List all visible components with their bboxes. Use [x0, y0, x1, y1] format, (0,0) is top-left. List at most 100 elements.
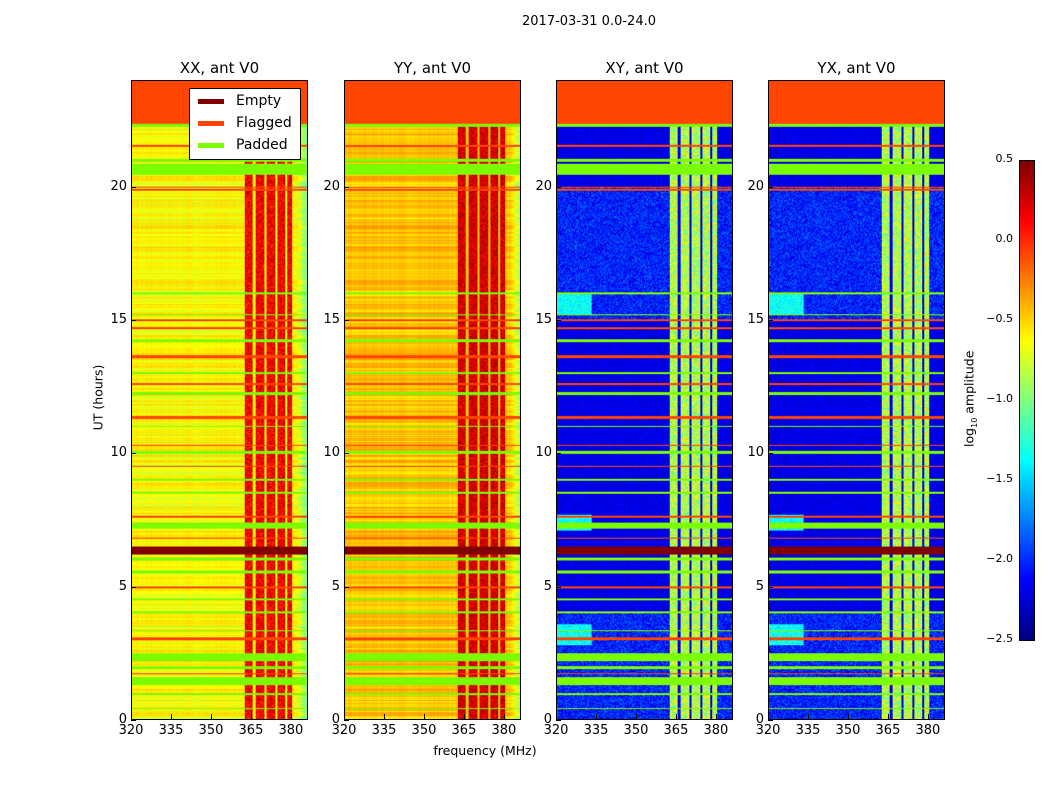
y-tick-mark	[131, 320, 136, 321]
y-tick-label: 20	[323, 178, 340, 194]
x-tick-mark	[503, 714, 505, 719]
y-tick-label: 20	[535, 178, 552, 194]
y-tick-mark	[768, 453, 773, 455]
panel-title: XX, ant V0	[179, 59, 260, 77]
colorbar-label: log10 amplitude	[961, 350, 979, 447]
panel-title: YY, ant V0	[393, 59, 471, 77]
y-tick-label: 0	[118, 712, 127, 727]
y-tick-mark	[768, 720, 773, 721]
colorbar-tick-label: −1.5	[986, 472, 1013, 485]
panel-title: YX, ant V0	[817, 59, 896, 77]
colorbar-tick-label: −2.5	[986, 632, 1013, 645]
y-tick-label: 10	[535, 445, 552, 461]
legend-label: Empty	[236, 93, 282, 109]
y-tick-label: 20	[110, 178, 127, 194]
y-tick-label: 15	[110, 312, 127, 327]
x-tick-mark	[807, 714, 809, 719]
colorbar-tick-label: 0.5	[995, 152, 1014, 165]
x-tick-label: 320	[755, 723, 781, 738]
y-tick-label: 10	[747, 445, 764, 461]
y-tick-mark	[768, 586, 773, 588]
y-tick-mark	[131, 586, 136, 588]
y-tick-mark	[344, 320, 349, 321]
x-tick-label: 335	[158, 723, 184, 738]
legend: Empty Flagged Padded	[189, 88, 301, 160]
legend-label: Padded	[236, 137, 288, 153]
x-tick-label: 365	[238, 723, 264, 738]
heatmap-panel-2	[556, 80, 733, 720]
x-tick-mark	[715, 714, 717, 719]
x-tick-label: 335	[371, 723, 397, 738]
y-tick-mark	[344, 720, 349, 721]
legend-swatch	[198, 120, 224, 126]
x-tick-mark	[927, 714, 929, 719]
y-tick-label: 20	[747, 178, 764, 194]
y-tick-mark	[131, 720, 136, 721]
y-tick-mark	[556, 586, 561, 588]
legend-swatch	[198, 98, 224, 104]
x-tick-mark	[635, 714, 637, 719]
x-tick-mark	[170, 714, 172, 719]
x-tick-label: 380	[703, 723, 729, 738]
colorbar-tick-label: −0.5	[986, 312, 1013, 325]
x-tick-label: 350	[411, 723, 437, 738]
x-tick-mark	[250, 714, 252, 719]
x-tick-mark	[210, 714, 212, 719]
y-tick-label: 15	[747, 312, 764, 327]
x-tick-label: 365	[663, 723, 689, 738]
y-tick-label: 10	[323, 445, 340, 461]
y-tick-mark	[556, 720, 561, 721]
colorbar-tick-label: 0.0	[995, 232, 1014, 245]
x-tick-label: 380	[915, 723, 941, 738]
x-tick-label: 380	[278, 723, 304, 738]
legend-swatch	[198, 142, 224, 148]
colorbar-tick-label: −1.0	[986, 392, 1013, 405]
y-tick-mark	[131, 453, 136, 455]
colorbar-tick-label: −2.0	[986, 552, 1013, 565]
legend-item-empty: Empty	[198, 91, 281, 111]
heatmap-panel-0	[131, 80, 308, 720]
x-tick-mark	[383, 714, 385, 719]
y-tick-label: 15	[323, 312, 340, 327]
figure-title: 2017-03-31 0.0-24.0	[522, 14, 656, 29]
x-tick-mark	[423, 714, 425, 719]
x-tick-label: 350	[835, 723, 861, 738]
y-tick-label: 5	[755, 578, 764, 594]
colorbar	[1019, 160, 1035, 641]
x-tick-mark	[131, 714, 132, 719]
heatmap-panel-3	[768, 80, 945, 720]
legend-item-flagged: Flagged	[198, 113, 292, 133]
x-tick-mark	[556, 714, 557, 719]
y-tick-label: 0	[331, 712, 340, 727]
x-tick-label: 380	[491, 723, 517, 738]
x-tick-mark	[344, 714, 345, 719]
y-tick-mark	[344, 186, 349, 188]
y-tick-label: 15	[535, 312, 552, 327]
y-axis-label: UT (hours)	[90, 364, 106, 431]
y-tick-mark	[344, 586, 349, 588]
x-tick-label: 365	[451, 723, 477, 738]
x-tick-label: 335	[795, 723, 821, 738]
x-tick-mark	[887, 714, 889, 719]
x-axis-label: frequency (MHz)	[433, 743, 537, 758]
y-tick-label: 5	[118, 578, 127, 594]
x-tick-mark	[595, 714, 597, 719]
legend-item-padded: Padded	[198, 135, 288, 155]
x-tick-label: 320	[118, 723, 144, 738]
y-tick-mark	[556, 453, 561, 455]
y-tick-mark	[768, 320, 773, 321]
heatmap-panel-1	[344, 80, 521, 720]
y-tick-label: 5	[331, 578, 340, 594]
x-tick-label: 335	[583, 723, 609, 738]
x-tick-mark	[847, 714, 849, 719]
y-tick-label: 0	[755, 712, 764, 727]
x-tick-mark	[675, 714, 677, 719]
legend-label: Flagged	[236, 115, 292, 131]
x-tick-label: 365	[875, 723, 901, 738]
y-tick-label: 10	[110, 445, 127, 461]
x-tick-label: 350	[198, 723, 224, 738]
y-tick-label: 5	[543, 578, 552, 594]
x-tick-mark	[768, 714, 769, 719]
y-tick-label: 0	[543, 712, 552, 727]
